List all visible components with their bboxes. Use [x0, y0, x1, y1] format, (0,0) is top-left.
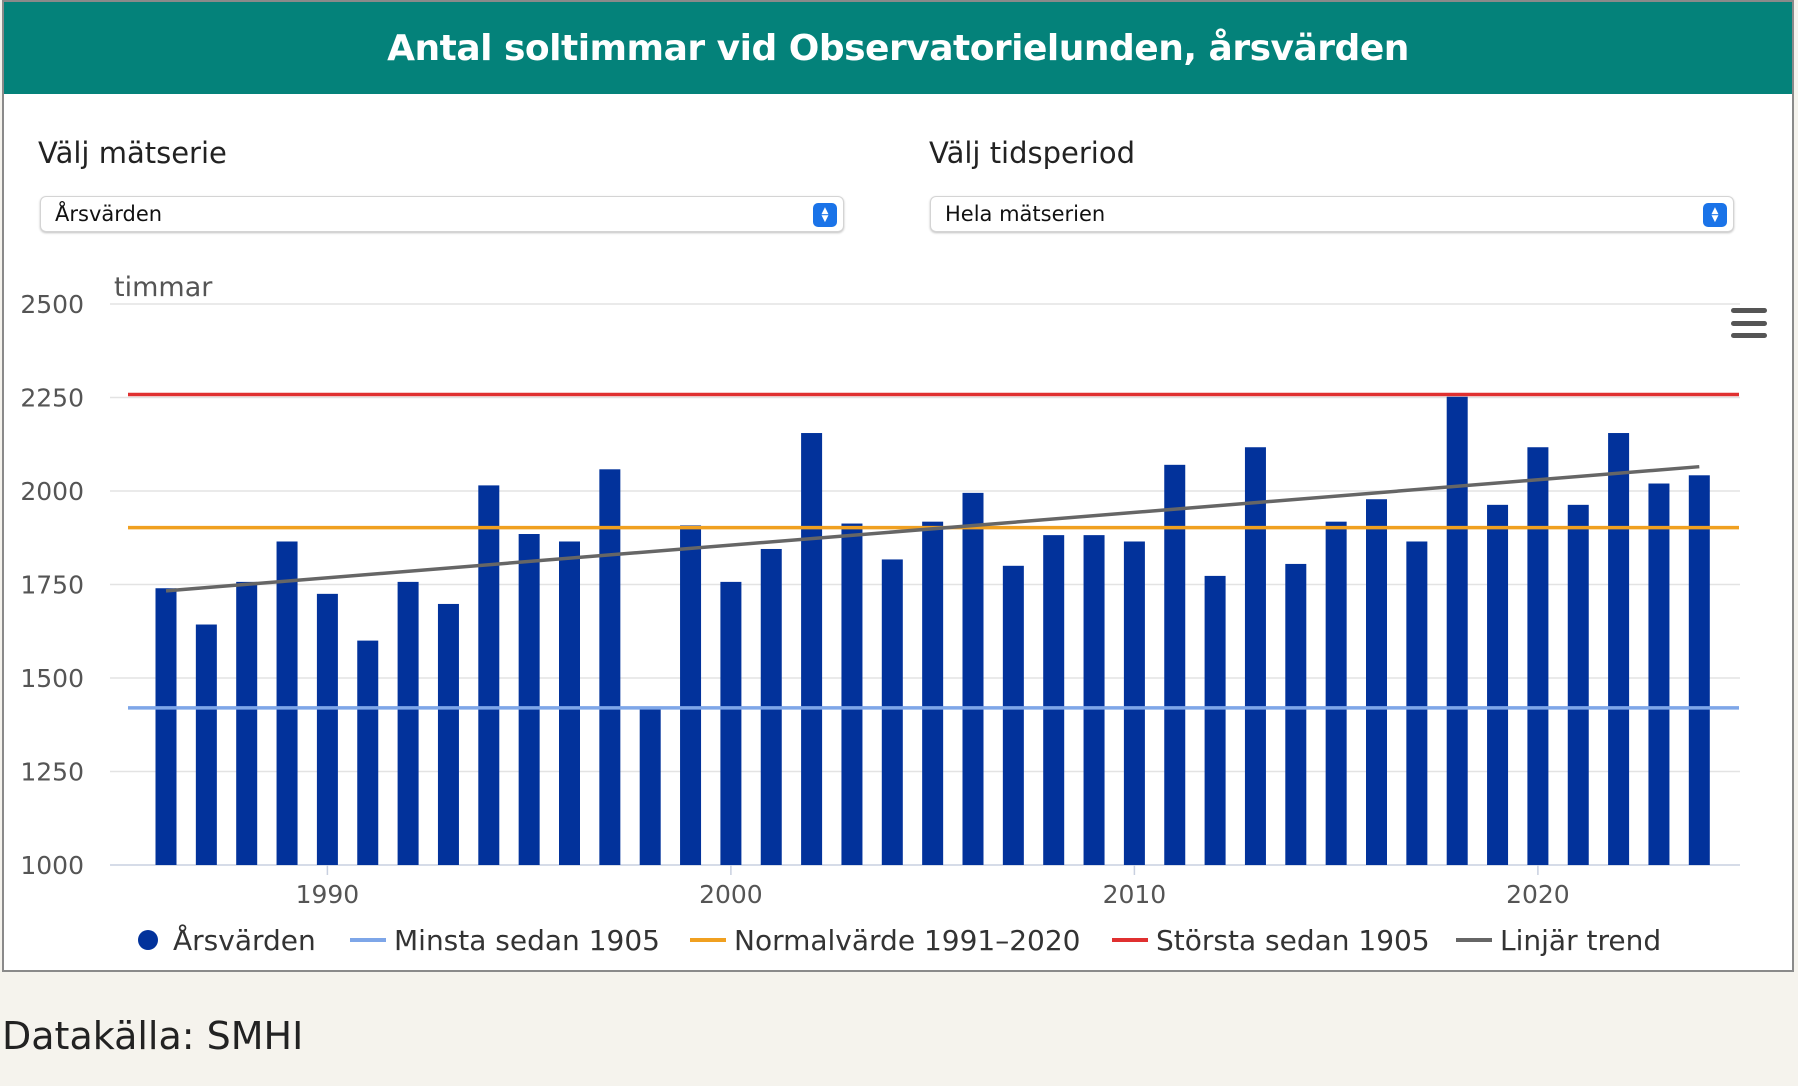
bar-1987 [195, 624, 217, 865]
y-tick-label: 1000 [20, 851, 84, 880]
bar-2007 [1002, 565, 1024, 865]
series-select-label: Välj mätserie [38, 136, 227, 170]
bar-2021 [1567, 504, 1589, 865]
bar-2017 [1406, 541, 1428, 865]
chevron-up-down-icon: ▲ ▼ [813, 203, 837, 227]
bar-1997 [599, 469, 621, 865]
bar-2009 [1083, 535, 1105, 865]
bar-1999 [680, 525, 702, 865]
bar-2016 [1366, 499, 1387, 865]
bar-2019 [1487, 504, 1509, 865]
bar-2005 [922, 521, 944, 865]
bar-2023 [1648, 483, 1670, 865]
bar-2020 [1527, 447, 1549, 865]
bar-1990 [316, 593, 338, 865]
y-tick-label: 2500 [20, 290, 84, 319]
data-source: Datakälla: SMHI [2, 1014, 304, 1058]
bar-1998 [639, 708, 661, 865]
bar-1989 [276, 541, 298, 865]
period-select-label: Välj tidsperiod [929, 136, 1136, 170]
y-tick-label: 1500 [20, 664, 84, 693]
bar-2011 [1164, 464, 1186, 865]
trend-line [165, 464, 1700, 593]
y-tick-label: 1250 [20, 758, 84, 787]
bar-2014 [1285, 563, 1307, 865]
legend-label: Normalvärde 1991–2020 [734, 924, 1080, 957]
series-select-value: Årsvärden [55, 202, 163, 226]
bar-2006 [962, 492, 984, 865]
x-tick-label: 1990 [296, 880, 360, 909]
y-axis-label: timmar [114, 272, 213, 303]
y-tick-label: 2250 [20, 384, 84, 413]
bar-2015 [1325, 521, 1347, 865]
chart-title: Antal soltimmar vid Observatorielunden, … [4, 2, 1792, 94]
x-tick-label: 2020 [1506, 880, 1570, 909]
x-tick-label: 2000 [699, 880, 763, 909]
bar-2000 [720, 581, 742, 865]
bar-2022 [1608, 433, 1630, 865]
bar-1994 [478, 485, 500, 865]
bar-2008 [1043, 535, 1065, 865]
bar-2024 [1688, 475, 1710, 865]
series-select[interactable]: Årsvärden ▲ ▼ [40, 196, 844, 232]
legend-marker-dot [138, 930, 158, 950]
bar-1996 [559, 541, 580, 865]
bar-chart: 1000 1250 1500 1750 2000 2250 2500 timmar 1990 20… [20, 272, 1740, 957]
bar-2012 [1204, 575, 1226, 865]
legend-label: Årsvärden [173, 923, 316, 957]
bar-2002 [801, 433, 823, 865]
bar-1995 [518, 534, 540, 865]
bar-1988 [236, 581, 258, 865]
bar-2018 [1446, 396, 1468, 865]
chevron-up-down-icon: ▲ ▼ [1703, 203, 1727, 227]
bar-1993 [437, 603, 459, 865]
bar-2003 [841, 523, 863, 865]
period-select[interactable]: Hela mätserien ▲ ▼ [930, 196, 1734, 232]
period-select-value: Hela mätserien [945, 202, 1106, 226]
bar-1992 [397, 581, 419, 865]
legend-label: Största sedan 1905 [1156, 924, 1430, 957]
y-tick-label: 1750 [20, 571, 84, 600]
bar-1991 [357, 640, 379, 865]
bar-1986 [155, 588, 177, 865]
x-tick-label: 2010 [1103, 880, 1167, 909]
hamburger-menu-icon[interactable] [1731, 308, 1767, 338]
legend-label: Minsta sedan 1905 [394, 924, 660, 957]
bar-2004 [881, 559, 903, 865]
legend-label: Linjär trend [1500, 924, 1661, 957]
y-tick-label: 2000 [20, 477, 84, 506]
bar-2010 [1123, 541, 1145, 865]
bar-2013 [1244, 447, 1266, 865]
